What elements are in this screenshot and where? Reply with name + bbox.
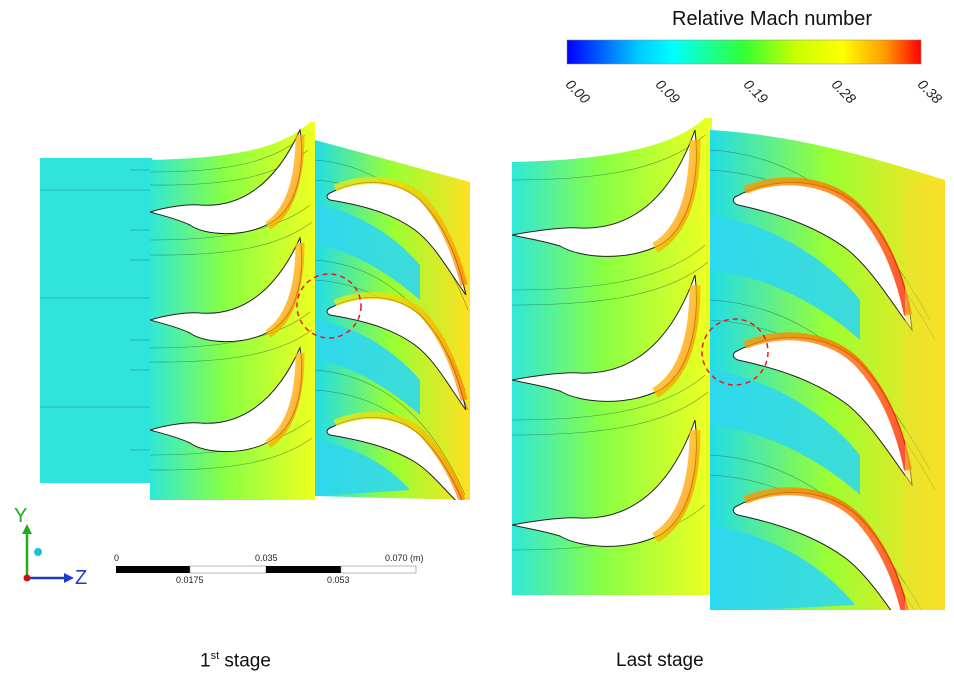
scale-bar-tick: 0.053 <box>327 575 350 585</box>
rotor-2-cyan-zones <box>710 215 860 610</box>
first-stage-caption: 1st stage <box>200 650 271 672</box>
first-stage-highlight-circle <box>296 273 362 339</box>
first-stage-rotor-row <box>315 140 470 500</box>
axis-z-label: Z <box>75 567 88 589</box>
scale-bar-tick: 0.035 <box>255 553 278 563</box>
first-stage-inlet-duct <box>40 158 152 483</box>
colorbar-gradient <box>566 39 922 65</box>
axis-y-label: Y <box>14 505 28 527</box>
colorbar-title: Relative Mach number <box>672 8 873 30</box>
rotor-1-blades <box>326 182 467 500</box>
stator-1-suction-hot-zones <box>265 134 305 448</box>
scale-bar-tick: 0 <box>114 553 120 563</box>
first-stage-stator-row <box>150 122 315 500</box>
axis-triad <box>22 524 74 583</box>
scale-bar-tick: 0.0175 <box>176 575 204 585</box>
scale-bar-tick: 0.070 (m) <box>385 553 424 563</box>
rotor-1-suction-hot-zones <box>333 177 468 500</box>
last-stage-stator-row <box>512 118 712 595</box>
scale-bar <box>116 565 417 574</box>
last-stage-highlight-circle <box>701 318 769 386</box>
last-stage-rotor-row <box>710 130 945 610</box>
rotor-1-cyan-zones <box>315 205 420 496</box>
rotor-2-suction-hot-zones <box>743 177 912 610</box>
stator-2-suction-hot-zones <box>651 139 701 543</box>
last-stage-caption: Last stage <box>616 650 704 671</box>
